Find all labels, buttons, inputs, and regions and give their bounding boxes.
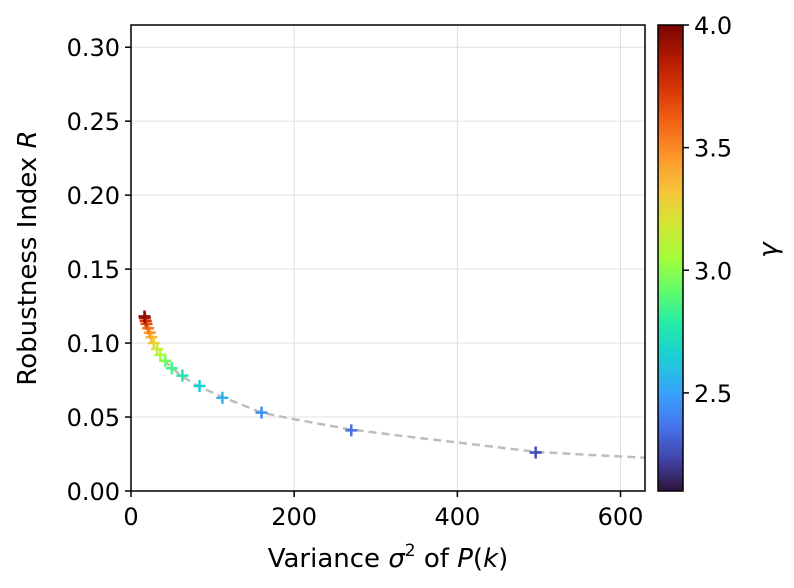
y-tick-label: 0.20	[67, 182, 120, 210]
x-tick-label: 0	[123, 503, 138, 531]
x-tick-label: 600	[598, 503, 644, 531]
data-point	[138, 310, 151, 323]
x-tick-label: 400	[434, 503, 480, 531]
y-label-r: R	[13, 130, 43, 148]
y-axis: 0.00 0.05 0.10 0.15 0.20 0.25 0.30	[67, 34, 131, 506]
y-axis-label: Robustness Index R	[13, 130, 43, 385]
fit-curve	[162, 359, 645, 459]
y-tick-label: 0.30	[67, 34, 120, 62]
x-label-p: P	[457, 544, 473, 574]
colorbar-ticks: 2.5 3.0 3.5 4.0	[683, 12, 732, 408]
data-point	[176, 369, 189, 382]
plot-frame	[130, 24, 646, 492]
colorbar-tick-label: 3.0	[694, 257, 732, 285]
colorbar-label: γ	[754, 241, 784, 258]
colorbar: 2.5 3.0 3.5 4.0 γ	[657, 12, 784, 492]
grid-lines	[130, 25, 645, 492]
x-label-paren-open: (	[473, 544, 483, 574]
colorbar-tick-label: 2.5	[694, 380, 732, 408]
data-point	[165, 362, 178, 375]
colorbar-tick-label: 4.0	[694, 12, 732, 40]
x-label-text: Variance	[268, 544, 389, 574]
y-tick-label: 0.05	[67, 404, 120, 432]
x-label-superscript: 2	[405, 541, 416, 561]
data-point	[255, 406, 268, 419]
data-point	[216, 391, 229, 404]
x-label-k: k	[483, 544, 499, 574]
x-axis: 0 200 400 600	[123, 491, 643, 531]
colorbar-gradient	[657, 24, 684, 492]
y-tick-label: 0.25	[67, 108, 120, 136]
data-point	[147, 337, 160, 350]
x-tick-label: 200	[271, 503, 317, 531]
y-tick-label: 0.15	[67, 256, 120, 284]
data-points	[138, 310, 542, 459]
y-tick-label: 0.10	[67, 330, 120, 358]
y-tick-label: 0.00	[67, 478, 120, 506]
x-axis-label: Variance σ2 of P(k)	[268, 541, 509, 574]
x-label-sigma: σ	[388, 544, 406, 574]
colorbar-tick-label: 3.5	[694, 135, 732, 163]
data-point	[345, 424, 358, 437]
x-label-of: of	[416, 544, 458, 574]
x-label-paren-close: )	[498, 544, 508, 574]
y-label-text: Robustness Index	[13, 148, 43, 385]
data-point	[193, 379, 206, 392]
data-point	[529, 446, 542, 459]
